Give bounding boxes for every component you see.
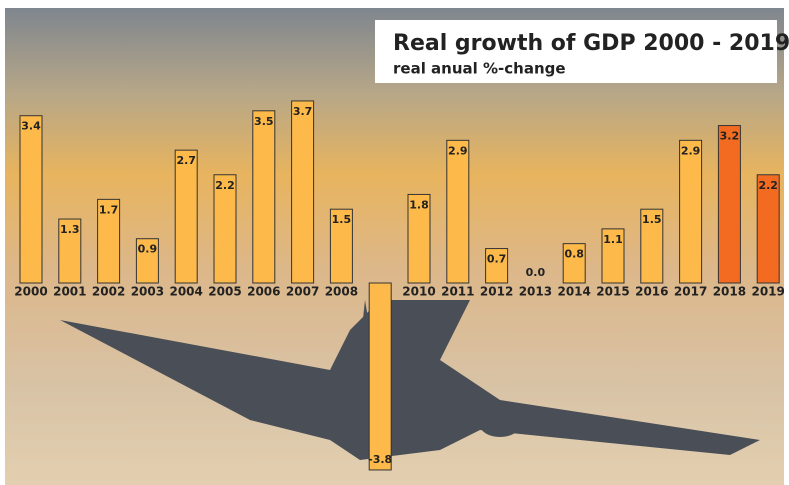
bar	[446, 139, 470, 284]
x-tick-label: 2005	[208, 285, 241, 299]
bar	[717, 125, 741, 284]
value-label: 1.5	[332, 213, 352, 226]
x-tick-label: 2011	[441, 285, 474, 299]
x-tick-label: 2006	[247, 285, 280, 299]
value-label: 1.7	[99, 203, 119, 216]
bar	[485, 248, 509, 284]
x-tick-label: 2013	[519, 285, 552, 299]
value-label: 2.2	[215, 179, 235, 192]
bar	[407, 193, 431, 284]
bar	[135, 238, 159, 284]
value-label: 3.2	[720, 130, 740, 143]
x-tick-label: 2015	[596, 285, 629, 299]
bar	[252, 110, 276, 284]
value-label: -3.8	[368, 453, 392, 466]
value-label: 2.7	[176, 154, 196, 167]
x-tick-label: 2017	[674, 285, 707, 299]
value-label: 0.0	[526, 266, 546, 279]
bar	[640, 208, 664, 284]
value-label: 0.7	[487, 253, 507, 266]
x-tick-label: 2000	[14, 285, 47, 299]
title-box	[375, 20, 777, 83]
value-label: 3.5	[254, 115, 274, 128]
value-label: 1.3	[60, 223, 80, 236]
bar	[368, 282, 392, 471]
x-tick-label: 2016	[635, 285, 668, 299]
value-label: 3.4	[21, 120, 41, 133]
bar	[213, 174, 237, 284]
x-tick-label: 2014	[557, 285, 590, 299]
x-tick-label: 2007	[286, 285, 319, 299]
x-tick-label: 2002	[92, 285, 125, 299]
value-label: 0.8	[564, 248, 584, 261]
value-label: 1.5	[642, 213, 662, 226]
bar	[679, 139, 703, 284]
value-label: 2.9	[448, 144, 468, 157]
bar	[601, 228, 625, 284]
x-tick-label: 2012	[480, 285, 513, 299]
bar	[291, 100, 315, 284]
x-tick-label: 2010	[402, 285, 435, 299]
bar	[174, 149, 198, 284]
x-tick-label: 2019	[751, 285, 784, 299]
bar	[97, 198, 121, 284]
chart-title: Real growth of GDP 2000 - 2019	[393, 31, 789, 56]
bar	[756, 174, 780, 284]
x-tick-label: 2003	[131, 285, 164, 299]
value-label: 3.7	[293, 105, 313, 118]
x-tick-label: 2001	[53, 285, 86, 299]
value-label: 1.1	[603, 233, 623, 246]
value-label: 0.9	[138, 243, 158, 256]
x-tick-label: 2004	[169, 285, 202, 299]
bar	[19, 115, 43, 284]
bar	[329, 208, 353, 284]
chart-subtitle: real anual %-change	[393, 60, 566, 78]
value-label: 2.2	[758, 179, 778, 192]
x-tick-label: 2008	[325, 285, 358, 299]
value-label: 2.9	[681, 144, 701, 157]
value-label: 1.8	[409, 198, 429, 211]
x-tick-label: 2018	[713, 285, 746, 299]
bar	[58, 218, 82, 284]
bar	[562, 243, 586, 284]
